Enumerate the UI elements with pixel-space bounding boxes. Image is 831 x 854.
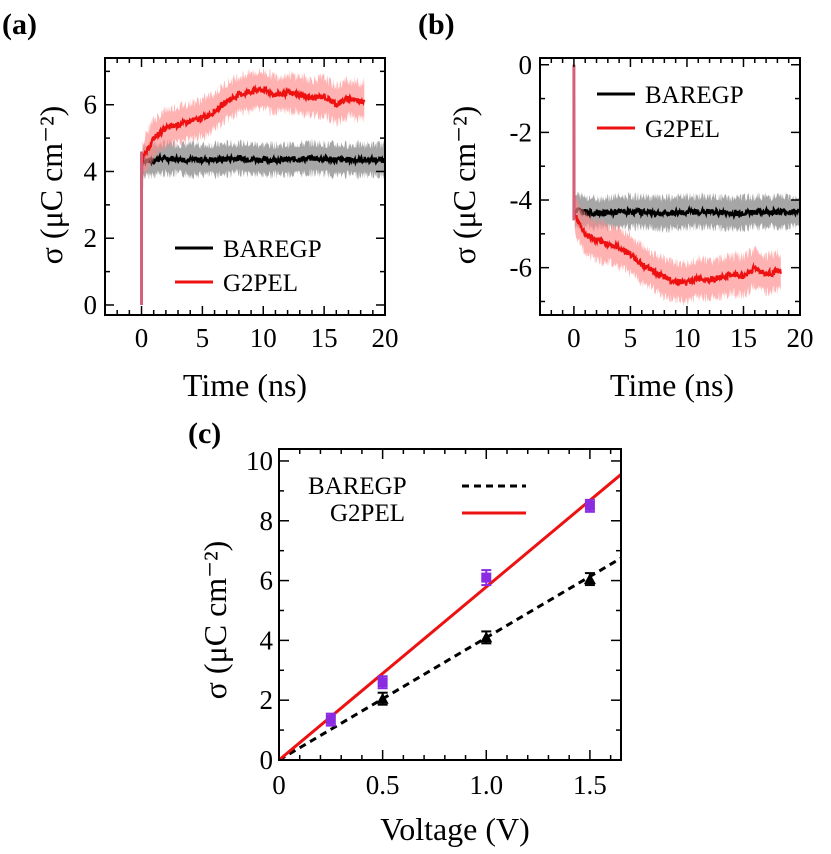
panel-c-point-G2PEL [584, 500, 595, 511]
panel-c-point-G2PEL [377, 677, 388, 688]
panel-0-xtick-label: 20 [372, 323, 399, 353]
panel-b-ylabel: σ (μC cm⁻²) [446, 106, 482, 265]
panel-c-point-BAREGP [376, 692, 389, 704]
panel-b-label: (b) [418, 8, 455, 41]
panel-0-legend-label: G2PEL [223, 270, 298, 297]
panel-0-xtick-label: 5 [196, 323, 210, 353]
panel-1-xtick-label: 20 [787, 323, 814, 353]
panel-c-legend-label: BAREGP [308, 473, 407, 500]
panel-c-ytick-label: 0 [260, 745, 274, 775]
panel-c-xtick-label: 0.5 [366, 770, 400, 800]
panel-c-ytick-label: 4 [260, 625, 274, 655]
panel-1-xtick-label: 10 [673, 323, 700, 353]
panel-1-band-G2PEL [574, 194, 781, 307]
panel-c-frame [278, 448, 622, 761]
panel-c-ylabel: σ (μC cm⁻²) [197, 541, 233, 700]
panel-1-xtick-label: 15 [730, 323, 757, 353]
panel-0-ytick-label: 6 [84, 90, 98, 120]
panel-a-ylabel: σ (μC cm⁻²) [33, 106, 69, 265]
panel-0-frame [104, 57, 386, 316]
panel-c-ytick-label: 8 [260, 506, 274, 536]
panel-0-xtick-label: 10 [250, 323, 277, 353]
panel-c-ytick-label: 2 [260, 685, 274, 715]
panel-0-ytick-label: 4 [84, 156, 98, 186]
panel-c-point-G2PEL [325, 714, 336, 725]
panel-0-line-G2PEL [141, 84, 366, 163]
panel-a-plot-area: 0 5 10 15 20 0 2 4 6 BAREGP G2PEL [84, 57, 399, 353]
panel-0-ytick-label: 2 [84, 223, 98, 253]
panel-0-xtick-label: 15 [311, 323, 338, 353]
panel-c-xlabel: Voltage (V) [380, 811, 530, 847]
panel-c-legend-label: G2PEL [330, 500, 405, 527]
panel-c-point-G2PEL [481, 572, 492, 583]
panel-1-ytick-label: 0 [519, 50, 533, 80]
panel-b: (b) 0 5 10 15 20 0 -2 -4 -6 BAREGP G2PEL Time (ns)… [418, 8, 814, 403]
panel-c-point-BAREGP [480, 631, 493, 643]
panel-1-xtick-label: 5 [624, 323, 638, 353]
panel-c-xtick-label: 1.0 [469, 770, 503, 800]
panel-0-line-BAREGP [141, 151, 386, 167]
panel-c-point-BAREGP [583, 573, 596, 585]
panel-1-ytick-label: -6 [510, 253, 533, 283]
panel-c-ytick-label: 6 [260, 566, 274, 596]
panel-a: (a) 0 5 10 15 20 0 2 4 6 BAREGP G2PEL Time (ns) σ … [2, 8, 399, 403]
panel-c-xtick-label: 0 [272, 770, 286, 800]
panel-c-ytick-label: 10 [246, 446, 273, 476]
panel-0-ytick-label: 0 [84, 290, 98, 320]
panel-1-line-BAREGP [573, 204, 802, 221]
panel-1-xtick-label: 0 [567, 323, 581, 353]
panel-1-ytick-label: -4 [510, 185, 533, 215]
panel-1-legend-label: BAREGP [645, 82, 744, 109]
panel-c-fit-G2PEL [278, 473, 622, 762]
panel-1-ytick-label: -2 [510, 117, 533, 147]
panel-c-label: (c) [188, 417, 221, 450]
panel-a-xlabel: Time (ns) [183, 367, 307, 403]
panel-c-xtick-label: 1.5 [573, 770, 607, 800]
panel-b-xlabel: Time (ns) [610, 367, 734, 403]
panel-0-xtick-label: 0 [135, 323, 149, 353]
panel-1-frame [539, 57, 801, 316]
panel-b-plot-area: 0 5 10 15 20 0 -2 -4 -6 BAREGP G2PEL [510, 50, 814, 353]
panel-1-line-G2PEL [573, 210, 782, 287]
panel-1-legend-label: G2PEL [645, 116, 720, 143]
panel-a-label: (a) [2, 8, 37, 41]
panel-c-fit-BAREGP [278, 556, 622, 762]
panel-0-legend-label: BAREGP [223, 236, 322, 263]
